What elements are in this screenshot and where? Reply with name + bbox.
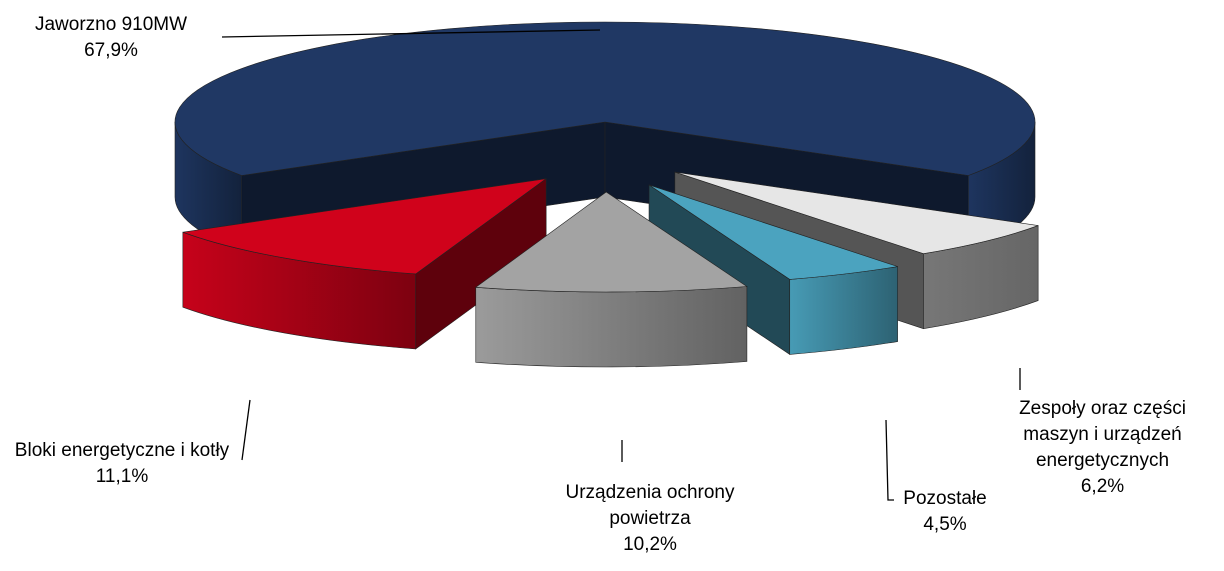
- label: Bloki energetyczne i kotły 11,1%: [2, 438, 242, 490]
- slice-wall: [475, 286, 748, 368]
- leader-line: [221, 29, 601, 38]
- value-label: 10,2%: [623, 534, 677, 555]
- label: Zespoły oraz części maszyn i urządzeń en…: [1000, 396, 1205, 500]
- label: Pozostałe 4,5%: [890, 486, 1000, 538]
- pie-slice: [474, 191, 748, 368]
- category-label: Jaworzno 910MW: [34, 14, 188, 35]
- leader-line: [885, 419, 894, 501]
- slice-top: [674, 171, 1039, 254]
- slice-top: [182, 178, 547, 275]
- category-label: Pozostałe: [903, 488, 987, 509]
- value-label: 11,1%: [95, 466, 149, 487]
- slice-top: [648, 184, 898, 280]
- label: Urządzenia ochrony powietrza 10,2%: [530, 480, 770, 558]
- value-label: 6,2%: [1080, 476, 1125, 497]
- category-label: Zespoły oraz części maszyn i urządzeń en…: [1019, 398, 1186, 471]
- value-label: 4,5%: [923, 514, 967, 535]
- pie-slice: [182, 178, 547, 350]
- value-label: 67,9%: [84, 40, 138, 61]
- slice-top: [474, 191, 748, 293]
- slices: [174, 21, 1039, 368]
- slice-wall: [789, 266, 898, 355]
- label: Jaworzno 910MW 67,9%: [0, 12, 222, 64]
- category-label: Urządzenia ochrony powietrza: [565, 482, 735, 529]
- leader-lines: [221, 29, 1021, 501]
- slice-top: [174, 21, 1036, 176]
- leader-line: [241, 399, 251, 461]
- category-label: Bloki energetyczne i kotły: [14, 440, 230, 461]
